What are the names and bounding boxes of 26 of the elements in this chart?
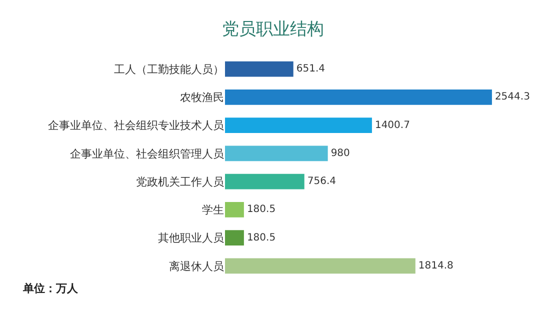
data-label: 2544.3 <box>494 92 530 103</box>
y-tick-label: 工人（工勤技能人员） <box>114 62 224 76</box>
data-label: 756.4 <box>307 176 336 188</box>
y-tick-label: 学生 <box>202 204 224 217</box>
y-tick-label: 企事业单位、社会组织管理人员 <box>70 147 224 160</box>
bar <box>225 146 328 162</box>
data-label: 1400.7 <box>374 120 410 131</box>
data-label: 980 <box>330 148 350 159</box>
y-tick-label: 离退休人员 <box>169 260 224 273</box>
y-tick-label: 企事业单位、社会组织专业技术人员 <box>48 119 224 132</box>
bar <box>225 61 294 77</box>
data-label: 1814.8 <box>418 260 454 272</box>
bar <box>225 118 372 134</box>
y-tick-label: 党政机关工作人员 <box>136 175 224 188</box>
data-label: 651.4 <box>296 64 325 75</box>
data-label: 180.5 <box>246 204 276 216</box>
chart-title: 党员职业结构 <box>222 20 324 40</box>
y-tick-label: 农牧渔民 <box>180 91 224 104</box>
bar <box>225 89 492 105</box>
bar <box>225 258 416 274</box>
bar <box>225 202 244 218</box>
data-label: 180.5 <box>246 232 276 244</box>
bar <box>225 230 244 246</box>
bar <box>225 174 304 190</box>
y-tick-label: 其他职业人员 <box>158 232 224 245</box>
text: 单位：万人 <box>22 282 79 295</box>
